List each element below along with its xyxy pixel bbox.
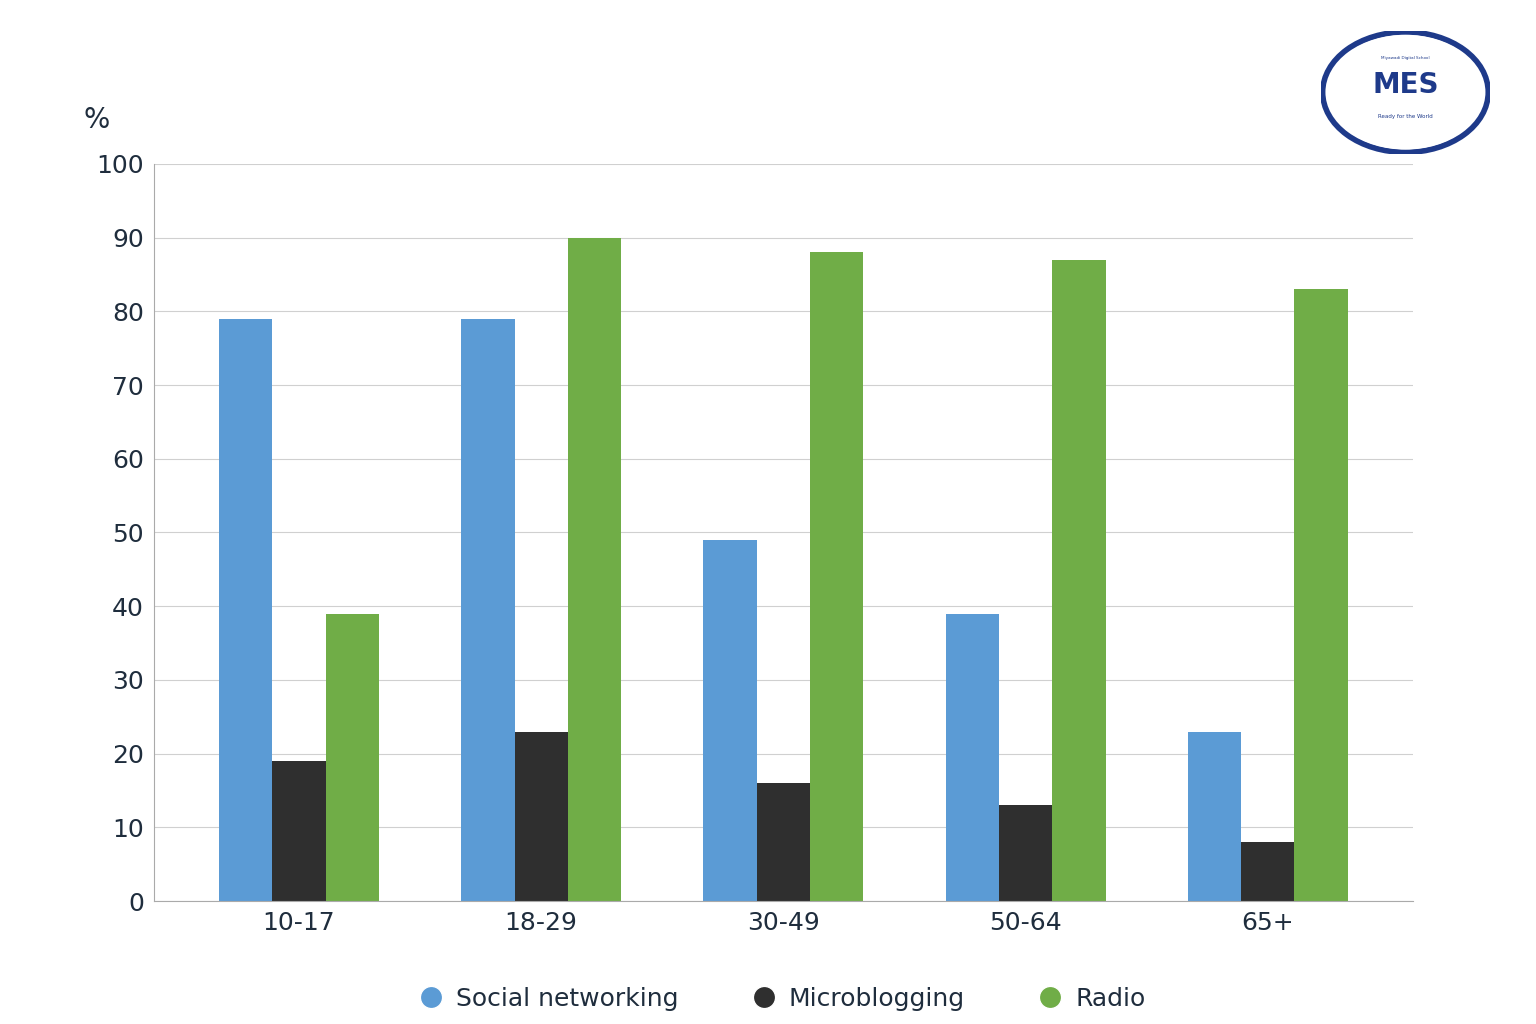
Bar [272,761,326,901]
Legend: Social networking, Microblogging, Radio: Social networking, Microblogging, Radio [412,977,1155,1021]
Bar [1241,842,1295,901]
Bar [220,318,272,901]
Bar [946,613,998,901]
Bar [998,805,1052,901]
Text: %: % [84,105,111,133]
Bar [1295,289,1347,901]
Text: Miyawadi Digital School: Miyawadi Digital School [1381,55,1430,59]
Bar [568,238,621,901]
Bar [326,613,379,901]
Bar [515,731,568,901]
Bar [809,252,863,901]
Bar [703,540,757,901]
Bar [757,783,809,901]
Bar [1187,731,1241,901]
Text: MES: MES [1372,71,1439,98]
Circle shape [1327,36,1484,148]
Text: Ready for the World: Ready for the World [1378,115,1433,119]
Bar [461,318,515,901]
Bar [1052,260,1106,901]
